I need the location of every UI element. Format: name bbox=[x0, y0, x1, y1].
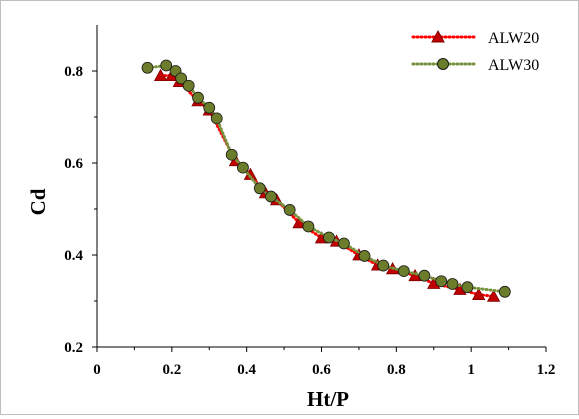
x-tick-label: 0.6 bbox=[312, 362, 331, 378]
series-alw30 bbox=[141, 59, 511, 298]
data-point-alw30 bbox=[323, 231, 335, 244]
legend-label-alw20: ALW20 bbox=[488, 30, 539, 47]
data-point-alw20 bbox=[408, 268, 422, 282]
data-point-alw30 bbox=[141, 61, 154, 74]
series-layer bbox=[141, 59, 511, 302]
data-point-alw30 bbox=[283, 204, 296, 216]
data-point-alw20 bbox=[292, 215, 306, 229]
data-point-alw30 bbox=[192, 91, 204, 104]
legend-marker-alw20 bbox=[431, 29, 445, 43]
data-point-alw30 bbox=[182, 79, 195, 92]
data-point-alw30 bbox=[397, 265, 410, 278]
data-point-alw30 bbox=[338, 237, 350, 250]
y-tick-label: 0.8 bbox=[64, 64, 83, 80]
data-point-alw30 bbox=[461, 281, 474, 294]
data-point-alw30 bbox=[210, 112, 223, 125]
tick-labels: 0 0.2 0.4 0.6 0.8 1 1.2 0.2 0.4 0.6 0.8 bbox=[64, 64, 555, 378]
x-tick-label: 0.4 bbox=[237, 362, 256, 378]
data-point-alw20 bbox=[486, 289, 501, 302]
x-tick-label: 0 bbox=[93, 362, 101, 378]
x-tick-label: 0.2 bbox=[162, 362, 181, 378]
data-point-alw20 bbox=[471, 287, 486, 300]
y-tick-label: 0.6 bbox=[64, 156, 83, 172]
data-point-alw30 bbox=[446, 278, 459, 290]
legend-item-alw30: ALW30 bbox=[411, 57, 539, 74]
data-point-alw30 bbox=[237, 161, 249, 174]
x-tick-label: 0.8 bbox=[387, 362, 406, 378]
data-point-alw30 bbox=[498, 285, 511, 298]
y-axis-label: Cd bbox=[26, 188, 50, 215]
data-point-alw30 bbox=[358, 250, 371, 262]
data-point-alw30 bbox=[435, 275, 448, 288]
data-point-alw30 bbox=[175, 72, 188, 85]
data-point-alw30 bbox=[418, 269, 431, 282]
data-point-alw30 bbox=[302, 220, 315, 233]
legend-marker-alw30 bbox=[437, 58, 449, 70]
x-axis-label: Ht/P bbox=[307, 387, 349, 411]
data-point-alw30 bbox=[160, 59, 173, 72]
legend-item-alw20: ALW20 bbox=[411, 29, 539, 47]
data-point-alw30 bbox=[203, 101, 216, 114]
data-point-alw30 bbox=[377, 259, 390, 272]
legend: ALW20 ALW30 bbox=[411, 29, 539, 74]
x-tick-label: 1.2 bbox=[537, 362, 556, 378]
data-point-alw30 bbox=[253, 182, 266, 195]
data-point-alw30 bbox=[265, 190, 277, 203]
data-point-alw20 bbox=[153, 68, 168, 81]
y-tick-label: 0.2 bbox=[64, 340, 83, 356]
y-tick-label: 0.4 bbox=[64, 248, 83, 264]
data-point-alw30 bbox=[225, 148, 238, 161]
axes bbox=[92, 25, 547, 352]
x-tick-label: 1 bbox=[467, 362, 475, 378]
legend-label-alw30: ALW30 bbox=[488, 57, 539, 74]
